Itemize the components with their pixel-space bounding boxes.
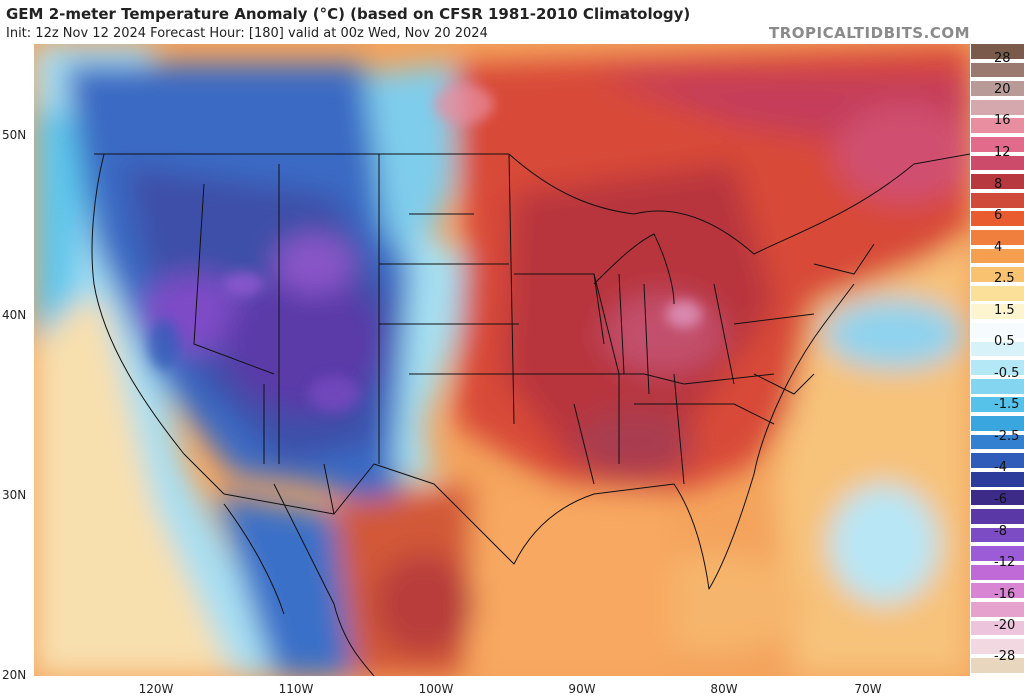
colorbar-label: -20 xyxy=(994,618,1016,633)
colorbar-segment xyxy=(971,360,1024,375)
colorbar-segment xyxy=(971,285,1024,301)
lon-label-80w: 80W xyxy=(710,682,738,696)
colorbar-legend: 28 20 16 12 8 6 4 2.5 1.5 0.5 -0.5 -1.5 … xyxy=(971,44,1024,676)
colorbar-label: -4 xyxy=(994,460,1007,475)
colorbar-segment xyxy=(971,341,1024,357)
colorbar-segment xyxy=(971,174,1024,189)
colorbar-label: -6 xyxy=(994,492,1007,507)
colorbar-segment xyxy=(971,453,1024,468)
colorbar-label: 1.5 xyxy=(994,303,1015,318)
colorbar-segment xyxy=(971,155,1024,171)
lat-label-20n: 20N xyxy=(2,668,27,682)
colorbar-label: -16 xyxy=(994,587,1016,602)
colorbar-segment xyxy=(971,137,1024,152)
lat-label-50n: 50N xyxy=(2,128,27,142)
colorbar-segment xyxy=(971,527,1024,543)
colorbar-label: 16 xyxy=(994,113,1011,128)
colorbar-segment xyxy=(971,564,1024,580)
colorbar-label: 4 xyxy=(994,240,1003,255)
colorbar-segment xyxy=(971,639,1024,654)
colorbar-segment xyxy=(971,378,1024,394)
colorbar-segment xyxy=(971,490,1024,506)
colorbar-segment xyxy=(971,397,1024,413)
colorbar-label: 0.5 xyxy=(994,334,1015,349)
colorbar-segment xyxy=(971,471,1024,487)
brand-watermark: TROPICALTIDBITS.COM xyxy=(769,24,970,42)
forecast-info: Init: 12z Nov 12 2024 Forecast Hour: [18… xyxy=(6,26,488,41)
colorbar-segment xyxy=(971,267,1024,282)
colorbar-label: 20 xyxy=(994,82,1011,97)
colorbar-label: 28 xyxy=(994,51,1011,66)
colorbar-segment xyxy=(971,434,1024,450)
colorbar-label: -12 xyxy=(994,555,1016,570)
colorbar-segment xyxy=(971,602,1024,617)
colorbar-segment xyxy=(971,99,1024,115)
colorbar-label: -1.5 xyxy=(994,397,1020,412)
lon-label-90w: 90W xyxy=(568,682,596,696)
colorbar-segment xyxy=(971,230,1024,245)
colorbar-segment xyxy=(971,657,1024,673)
colorbar-segment xyxy=(971,583,1024,599)
colorbar-segment xyxy=(971,118,1024,134)
lon-label-70w: 70W xyxy=(854,682,882,696)
colorbar-segment xyxy=(971,44,1024,59)
lon-label-100w: 100W xyxy=(418,682,454,696)
colorbar-segment xyxy=(971,416,1024,431)
colorbar-label: -0.5 xyxy=(994,366,1020,381)
lon-label-120w: 120W xyxy=(138,682,174,696)
colorbar-segment xyxy=(971,192,1024,208)
colorbar-segment xyxy=(971,546,1024,561)
colorbar-segment xyxy=(971,323,1024,338)
colorbar-label: 8 xyxy=(994,177,1003,192)
colorbar-segment xyxy=(971,509,1024,524)
lon-label-110w: 110W xyxy=(278,682,314,696)
temperature-anomaly-map xyxy=(34,44,970,676)
colorbar-segment xyxy=(971,304,1024,320)
colorbar-label: 12 xyxy=(994,145,1011,160)
colorbar-segment xyxy=(971,620,1024,636)
colorbar-segment xyxy=(971,248,1024,264)
colorbar-segment xyxy=(971,62,1024,78)
colorbar-segment xyxy=(971,81,1024,96)
colorbar-label: -2.5 xyxy=(994,429,1020,444)
lat-label-30n: 30N xyxy=(2,488,27,502)
map-title: GEM 2-meter Temperature Anomaly (°C) (ba… xyxy=(6,5,691,23)
lat-label-40n: 40N xyxy=(2,308,27,322)
colorbar-label: 6 xyxy=(994,208,1003,223)
colorbar-label: -28 xyxy=(994,649,1016,664)
colorbar-label: -8 xyxy=(994,524,1007,539)
colorbar-segment xyxy=(971,211,1024,227)
colorbar-label: 2.5 xyxy=(994,271,1015,286)
